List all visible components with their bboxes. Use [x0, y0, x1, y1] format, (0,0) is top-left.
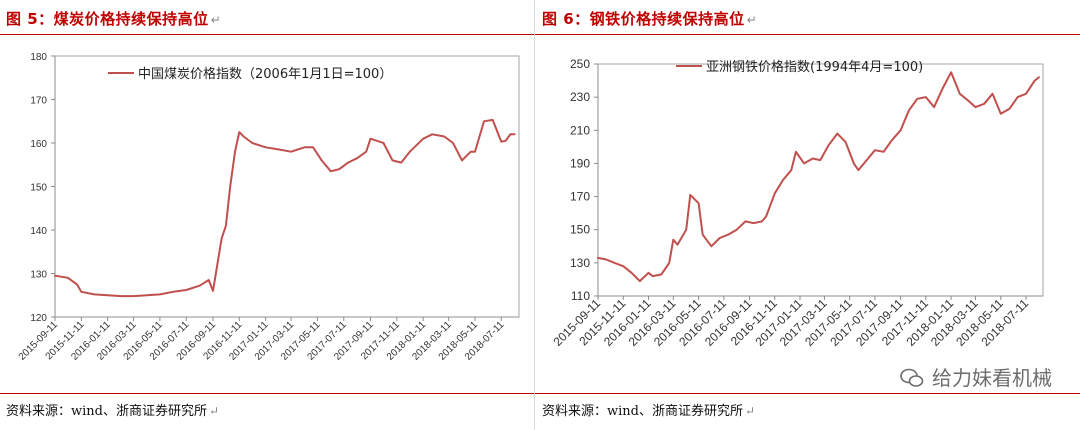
paragraph-mark-icon: ↵: [744, 404, 756, 418]
source-note: 资料来源：wind、浙商证券研究所 ↵: [542, 404, 756, 419]
series-line: [54, 118, 516, 298]
figure-title: 图 6：钢铁价格持续保持高位 ↵: [542, 10, 758, 28]
source-rule: [536, 393, 1080, 394]
panel-divider: [534, 0, 535, 430]
plot-frame: [54, 55, 520, 318]
watermark: 给力妹看机械: [900, 362, 1052, 391]
source-note: 资料来源：wind、浙商证券研究所 ↵: [6, 404, 220, 419]
title-rule: [536, 34, 1080, 35]
y-tick-label: 180: [30, 52, 47, 63]
series-line: [597, 71, 1040, 283]
steel-price-chart: 1101301501701902102302502015-09-112015-1…: [550, 57, 1044, 349]
y-tick-label: 250: [570, 57, 590, 71]
y-tick-label: 170: [570, 190, 590, 204]
coal-price-chart: 1201301401501601701802015-09-112015-11-1…: [17, 52, 520, 363]
y-tick-label: 110: [571, 289, 590, 303]
y-tick-label: 190: [570, 156, 590, 170]
title-rule: [0, 34, 536, 35]
y-tick-label: 230: [570, 90, 590, 104]
y-tick-label: 130: [570, 256, 590, 270]
wechat-icon: [900, 368, 924, 387]
chart-area: 120 130 140 150 160 170 180 2015-09-11 2015-11-1…: [0, 36, 536, 393]
figure-5-panel: 图 5：煤炭价格持续保持高位 ↵ 120 130 140 150 160 170 180 201…: [0, 0, 536, 430]
figure-6-panel: 图 6：钢铁价格持续保持高位 ↵ 110 130 150 170 190 210 230 250…: [536, 0, 1080, 430]
legend-label: 亚洲钢铁价格指数(1994年4月=100): [706, 59, 923, 75]
plot-frame: [597, 63, 1044, 297]
legend-label: 中国煤炭价格指数（2006年1月1日=100）: [138, 66, 392, 82]
y-tick-label: 150: [570, 223, 590, 237]
y-tick-label: 170: [30, 96, 47, 107]
y-tick-label: 150: [30, 183, 47, 194]
paragraph-mark-icon: ↵: [210, 13, 222, 27]
y-tick-label: 210: [570, 123, 590, 137]
y-tick-label: 160: [30, 139, 47, 150]
y-tick-label: 140: [30, 226, 47, 237]
paragraph-mark-icon: ↵: [208, 404, 220, 418]
paragraph-mark-icon: ↵: [746, 13, 758, 27]
y-tick-label: 130: [30, 270, 47, 281]
chart-area: 110 130 150 170 190 210 230 250 2015-09-11 2015-1…: [536, 36, 1080, 393]
figure-title: 图 5：煤炭价格持续保持高位 ↵: [6, 10, 222, 28]
y-tick-label: 120: [30, 313, 47, 324]
source-rule: [0, 393, 536, 394]
